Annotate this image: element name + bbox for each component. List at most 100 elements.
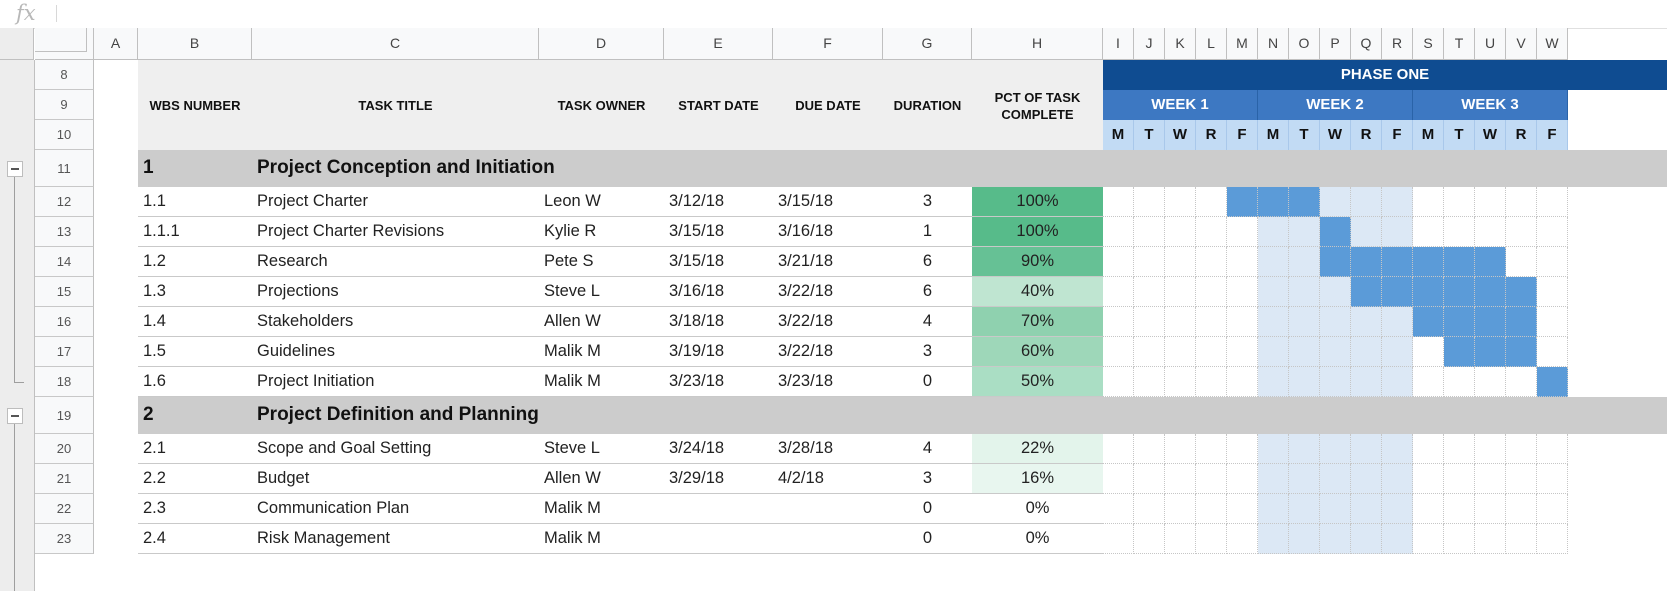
row-number-16[interactable]: 16 [35, 307, 94, 337]
gantt-cell[interactable] [1196, 367, 1227, 397]
task-title[interactable]: Guidelines [257, 342, 335, 360]
select-all-corner[interactable] [35, 28, 94, 60]
due-date[interactable]: 3/15/18 [778, 192, 834, 210]
duration[interactable]: 3 [922, 342, 933, 360]
gantt-cell[interactable] [1475, 434, 1506, 464]
gantt-cell[interactable] [1320, 494, 1351, 524]
gantt-cell[interactable] [1227, 247, 1258, 277]
gantt-cell[interactable] [1382, 367, 1413, 397]
gantt-cell[interactable] [1258, 337, 1289, 367]
task-owner[interactable]: Malik M [544, 499, 601, 517]
gantt-cell[interactable] [1537, 524, 1568, 554]
gantt-cell[interactable] [1382, 307, 1413, 337]
gantt-cell[interactable] [1227, 217, 1258, 247]
select-all-box[interactable] [35, 28, 87, 52]
gantt-cell[interactable] [1103, 367, 1134, 397]
gantt-cell[interactable] [1165, 337, 1196, 367]
gantt-cell[interactable] [1289, 337, 1320, 367]
gantt-cell[interactable] [1258, 494, 1289, 524]
gantt-cell[interactable] [1103, 247, 1134, 277]
task-owner[interactable]: Pete S [544, 252, 594, 270]
task-owner[interactable]: Kylie R [544, 222, 597, 240]
row-number-11[interactable]: 11 [35, 150, 94, 187]
gantt-cell[interactable] [1351, 187, 1382, 217]
gantt-cell[interactable] [1475, 187, 1506, 217]
task-title[interactable]: Project Charter [257, 192, 368, 210]
gantt-cell[interactable] [1196, 307, 1227, 337]
wbs-number[interactable]: 1.1.1 [143, 222, 180, 240]
gantt-cell[interactable] [1165, 494, 1196, 524]
pct-complete[interactable]: 40% [1020, 282, 1055, 300]
wbs-number[interactable]: 1.2 [143, 252, 166, 270]
gantt-cell[interactable] [1103, 494, 1134, 524]
pct-complete[interactable]: 90% [1020, 252, 1055, 270]
task-owner[interactable]: Leon W [544, 192, 601, 210]
gantt-cell[interactable] [1351, 434, 1382, 464]
column-header-b[interactable]: B [138, 28, 252, 60]
gantt-cell[interactable] [1444, 217, 1475, 247]
gantt-cell[interactable] [1475, 524, 1506, 554]
pct-complete-cell[interactable] [972, 187, 1103, 217]
gantt-bar-cell[interactable] [1382, 277, 1413, 307]
task-owner[interactable]: Malik M [544, 342, 601, 360]
gantt-cell[interactable] [1258, 277, 1289, 307]
gantt-cell[interactable] [1413, 434, 1444, 464]
row-number-19[interactable]: 19 [35, 397, 94, 434]
gantt-bar-cell[interactable] [1413, 247, 1444, 277]
task-title[interactable]: Risk Management [257, 529, 390, 547]
task-owner[interactable]: Malik M [544, 529, 601, 547]
gantt-bar-cell[interactable] [1444, 277, 1475, 307]
gantt-cell[interactable] [1134, 494, 1165, 524]
start-date[interactable]: 3/24/18 [669, 439, 725, 457]
column-header-d[interactable]: D [539, 28, 664, 60]
pct-complete[interactable]: 100% [1016, 192, 1059, 210]
gantt-cell[interactable] [1506, 217, 1537, 247]
gantt-cell[interactable] [1320, 434, 1351, 464]
gantt-cell[interactable] [1537, 434, 1568, 464]
row-number-20[interactable]: 20 [35, 434, 94, 464]
pct-complete[interactable]: 100% [1016, 222, 1059, 240]
gantt-cell[interactable] [1320, 307, 1351, 337]
gantt-bar-cell[interactable] [1382, 247, 1413, 277]
gantt-cell[interactable] [1103, 337, 1134, 367]
gantt-bar-cell[interactable] [1444, 337, 1475, 367]
wbs-number[interactable]: 2.4 [143, 529, 166, 547]
duration[interactable]: 0 [922, 499, 933, 517]
duration[interactable]: 4 [922, 312, 933, 330]
gantt-bar-cell[interactable] [1475, 247, 1506, 277]
row-number-18[interactable]: 18 [35, 367, 94, 397]
gantt-cell[interactable] [1165, 434, 1196, 464]
duration[interactable]: 0 [922, 529, 933, 547]
gantt-cell[interactable] [1475, 494, 1506, 524]
pct-complete-cell[interactable] [972, 367, 1103, 397]
pct-complete[interactable]: 16% [1020, 469, 1055, 487]
gantt-cell[interactable] [1537, 494, 1568, 524]
gantt-cell[interactable] [1227, 494, 1258, 524]
due-date[interactable]: 3/28/18 [778, 439, 834, 457]
column-header-i[interactable]: I [1103, 28, 1134, 60]
gantt-cell[interactable] [1134, 367, 1165, 397]
gantt-cell[interactable] [1196, 337, 1227, 367]
column-header-g[interactable]: G [883, 28, 972, 60]
gantt-bar-cell[interactable] [1475, 307, 1506, 337]
gantt-cell[interactable] [1227, 277, 1258, 307]
gantt-cell[interactable] [1289, 464, 1320, 494]
gantt-bar-cell[interactable] [1320, 247, 1351, 277]
gantt-cell[interactable] [1444, 494, 1475, 524]
pct-complete-cell[interactable] [972, 494, 1103, 524]
gantt-cell[interactable] [1351, 217, 1382, 247]
wbs-number[interactable]: 2.3 [143, 499, 166, 517]
start-date[interactable]: 3/18/18 [669, 312, 725, 330]
column-header-t[interactable]: T [1444, 28, 1475, 60]
pct-complete[interactable]: 22% [1020, 439, 1055, 457]
gantt-cell[interactable] [1103, 277, 1134, 307]
formula-input[interactable] [62, 3, 1656, 27]
duration[interactable]: 3 [922, 192, 933, 210]
duration[interactable]: 1 [922, 222, 933, 240]
gantt-cell[interactable] [1196, 464, 1227, 494]
column-header-n[interactable]: N [1258, 28, 1289, 60]
row-number-10[interactable]: 10 [35, 120, 94, 150]
gantt-cell[interactable] [1320, 337, 1351, 367]
gantt-cell[interactable] [1351, 464, 1382, 494]
gantt-cell[interactable] [1227, 307, 1258, 337]
